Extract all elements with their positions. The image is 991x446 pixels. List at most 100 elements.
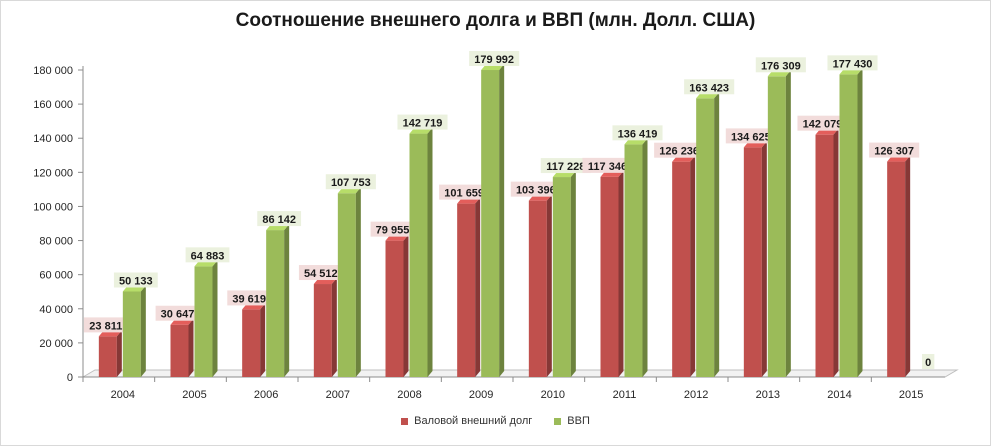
bar-gdp: 176 309 (755, 57, 806, 378)
data-label-bg-debt (797, 115, 848, 131)
data-label-bg-gdp (397, 114, 448, 130)
bar-debt: 126 236 (654, 142, 705, 377)
bar-side (570, 171, 576, 377)
data-label-bg-debt (83, 317, 128, 333)
bar-side (905, 155, 911, 377)
bar-debt: 79 955 (370, 221, 415, 377)
bar-side (355, 187, 361, 377)
x-axis: 2004 2005 2006 2007 2008 2009 2010 2011 2012 2013… (82, 377, 923, 401)
legend-label-gdp: ВВП (567, 415, 590, 427)
bar-front (385, 240, 404, 377)
bar-front (839, 74, 858, 378)
bar-front (696, 98, 715, 377)
data-label-bg-debt (227, 290, 272, 306)
data-label-gdp: 177 430 (833, 58, 873, 70)
data-label-debt: 142 079 (803, 119, 843, 131)
bar-side (116, 330, 122, 377)
bar-front (313, 284, 332, 377)
data-label-bg-gdp (185, 247, 230, 263)
y-tick-label: 140 000 (33, 133, 73, 145)
bar-debt: 134 625 (725, 128, 776, 377)
bar-front (122, 291, 141, 377)
bar-side (403, 234, 409, 377)
y-tick-label: 100 000 (33, 201, 73, 213)
bar-front (624, 144, 643, 377)
data-label-bg-gdp (325, 174, 376, 190)
legend-label-debt: Валовой внешний долг (414, 415, 533, 427)
y-tick-label: 80 000 (39, 236, 73, 248)
bar-side (427, 127, 433, 378)
bar-debt: 142 079 (797, 115, 848, 377)
bar-front (672, 161, 691, 377)
data-label-bg-gdp (113, 272, 158, 288)
bar-side (212, 260, 218, 377)
legend-item-gdp: ВВП (554, 415, 590, 427)
bar-debt: 30 647 (155, 305, 200, 377)
bar-side (642, 138, 648, 377)
bar-front (194, 266, 213, 377)
data-label-bg-gdp (755, 57, 806, 73)
bar-side (284, 224, 290, 377)
data-label-gdp: 117 228 (546, 161, 585, 173)
data-label-bg-gdp (257, 211, 302, 227)
bar-debt: 126 307 (869, 142, 920, 377)
data-label-bg-debt (869, 142, 920, 158)
data-label-bg-debt (725, 128, 776, 144)
data-label-gdp: 0 (925, 357, 931, 369)
bar-debt: 101 659 (439, 184, 490, 377)
data-label-debt: 117 346 (588, 161, 627, 173)
data-label-debt: 54 512 (304, 268, 338, 280)
bar-debt: 54 512 (298, 265, 343, 377)
x-tick-label: 2006 (254, 389, 278, 401)
bar-gdp: 86 142 (257, 211, 302, 377)
bar-gdp: 142 719 (397, 114, 448, 378)
y-tick-label: 180 000 (33, 65, 73, 77)
bar-side (761, 141, 767, 377)
bar-debt: 117 346 (582, 157, 633, 377)
bar-front (242, 309, 261, 377)
x-tick-label: 2004 (111, 389, 135, 401)
x-tick-label: 2010 (541, 389, 565, 401)
data-label-gdp: 64 883 (191, 250, 225, 262)
x-tick-label: 2011 (613, 389, 637, 401)
bar-front (170, 324, 189, 377)
legend-swatch-gdp (554, 417, 562, 425)
bar-side (833, 128, 839, 377)
bar-gdp: 0 (922, 354, 935, 369)
bar-front (528, 200, 547, 377)
bar-gdp: 136 419 (612, 125, 663, 377)
chart-title: Соотношение внешнего долга и ВВП (млн. Д… (235, 10, 756, 31)
x-tick-label: 2014 (827, 389, 851, 401)
bar-debt: 23 811 (83, 317, 128, 377)
data-label-debt: 101 659 (444, 188, 484, 200)
data-label-gdp: 163 423 (689, 82, 729, 94)
bar-side (690, 155, 696, 377)
data-label-debt: 126 307 (874, 146, 914, 158)
bar-front (743, 147, 762, 377)
bar-front (552, 177, 571, 377)
x-tick-label: 2008 (397, 389, 421, 401)
y-tick-label: 0 (67, 372, 73, 384)
data-label-bg-gdp (540, 158, 591, 174)
legend: Валовой внешний долг ВВП (0, 415, 991, 427)
bar-front (457, 203, 476, 377)
data-label-debt: 103 396 (516, 185, 556, 197)
data-label-debt: 126 236 (659, 146, 699, 158)
data-label-gdp: 176 309 (761, 60, 801, 72)
bar-debt: 39 619 (227, 290, 272, 377)
data-label-bg-gdp (469, 51, 520, 67)
data-label-bg-gdp (612, 125, 663, 141)
x-tick-label: 2007 (326, 389, 350, 401)
bar-gdp: 64 883 (185, 247, 230, 377)
bars: 23 811 50 133 30 647 64 883 39 619 86 142 54 5… (83, 51, 935, 378)
data-label-bg-debt (439, 184, 490, 200)
bar-front (266, 230, 285, 377)
x-tick-label: 2009 (469, 389, 493, 401)
bar-side (499, 64, 505, 377)
data-label-gdp: 107 753 (331, 177, 371, 189)
data-label-bg-gdp (922, 354, 935, 369)
bar-gdp: 177 430 (827, 55, 878, 378)
bar-gdp: 179 992 (469, 51, 520, 377)
bar-debt: 103 396 (510, 181, 561, 377)
bar-side (331, 278, 337, 377)
